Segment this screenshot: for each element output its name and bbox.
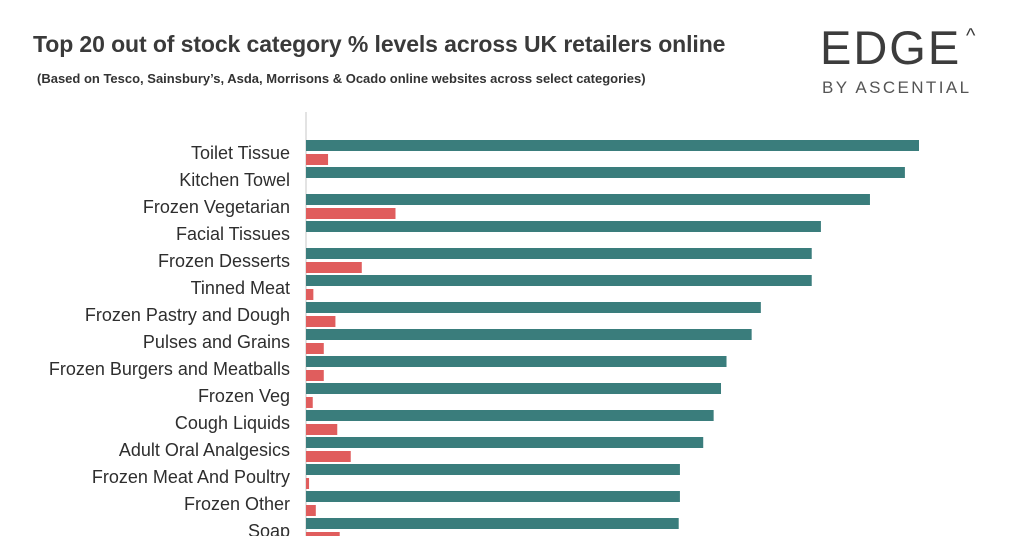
category-label: Frozen Vegetarian [143, 197, 290, 217]
bar-series-2 [306, 316, 336, 327]
category-label: Frozen Pastry and Dough [85, 305, 290, 325]
category-label: Facial Tissues [176, 224, 290, 244]
category-label: Toilet Tissue [191, 143, 290, 163]
category-label: Frozen Meat And Poultry [92, 467, 290, 487]
bar-series-1 [306, 275, 812, 286]
bar-series-2 [306, 451, 351, 462]
category-label: Frozen Veg [198, 386, 290, 406]
bar-series-1 [306, 194, 870, 205]
chart-subtitle: (Based on Tesco, Sainsbury’s, Asda, Morr… [37, 71, 646, 86]
category-label: Frozen Desserts [158, 251, 290, 271]
category-label: Soap [248, 521, 290, 536]
bar-series-1 [306, 167, 905, 178]
category-label: Frozen Other [184, 494, 290, 514]
logo-tagline: BY ASCENTIAL [822, 78, 972, 97]
bar-series-2 [306, 154, 329, 165]
bar-series-1 [306, 410, 714, 421]
category-label: Adult Oral Analgesics [119, 440, 290, 460]
chart-title: Top 20 out of stock category % levels ac… [33, 31, 726, 57]
category-label: Pulses and Grains [143, 332, 290, 352]
bar-series-1 [306, 464, 680, 475]
bar-series-1 [306, 140, 919, 151]
bar-series-2 [306, 289, 314, 300]
bar-series-1 [306, 437, 704, 448]
category-label: Frozen Burgers and Meatballs [49, 359, 290, 379]
bar-series-1 [306, 383, 722, 394]
bar-series-2 [306, 370, 324, 381]
bar-series-1 [306, 302, 761, 313]
logo-wordmark: EDGE [820, 21, 962, 74]
bar-series-2 [306, 424, 338, 435]
bar-series-2 [306, 505, 316, 516]
category-label: Cough Liquids [175, 413, 290, 433]
bar-series-2 [306, 532, 340, 536]
category-label: Tinned Meat [191, 278, 290, 298]
edge-logo: EDGE ^ BY ASCENTIAL [820, 24, 990, 100]
bar-series-2 [306, 397, 313, 408]
bar-series-1 [306, 329, 752, 340]
bar-series-2 [306, 262, 362, 273]
bar-series-1 [306, 356, 727, 367]
bar-series-1 [306, 221, 821, 232]
logo-caret-icon: ^ [966, 25, 976, 47]
bar-series-2 [306, 478, 310, 489]
bar-series-1 [306, 248, 812, 259]
bar-series-1 [306, 518, 679, 529]
bar-series-2 [306, 343, 324, 354]
bar-series-1 [306, 491, 680, 502]
bar-series-2 [306, 208, 396, 219]
category-label: Kitchen Towel [179, 170, 290, 190]
